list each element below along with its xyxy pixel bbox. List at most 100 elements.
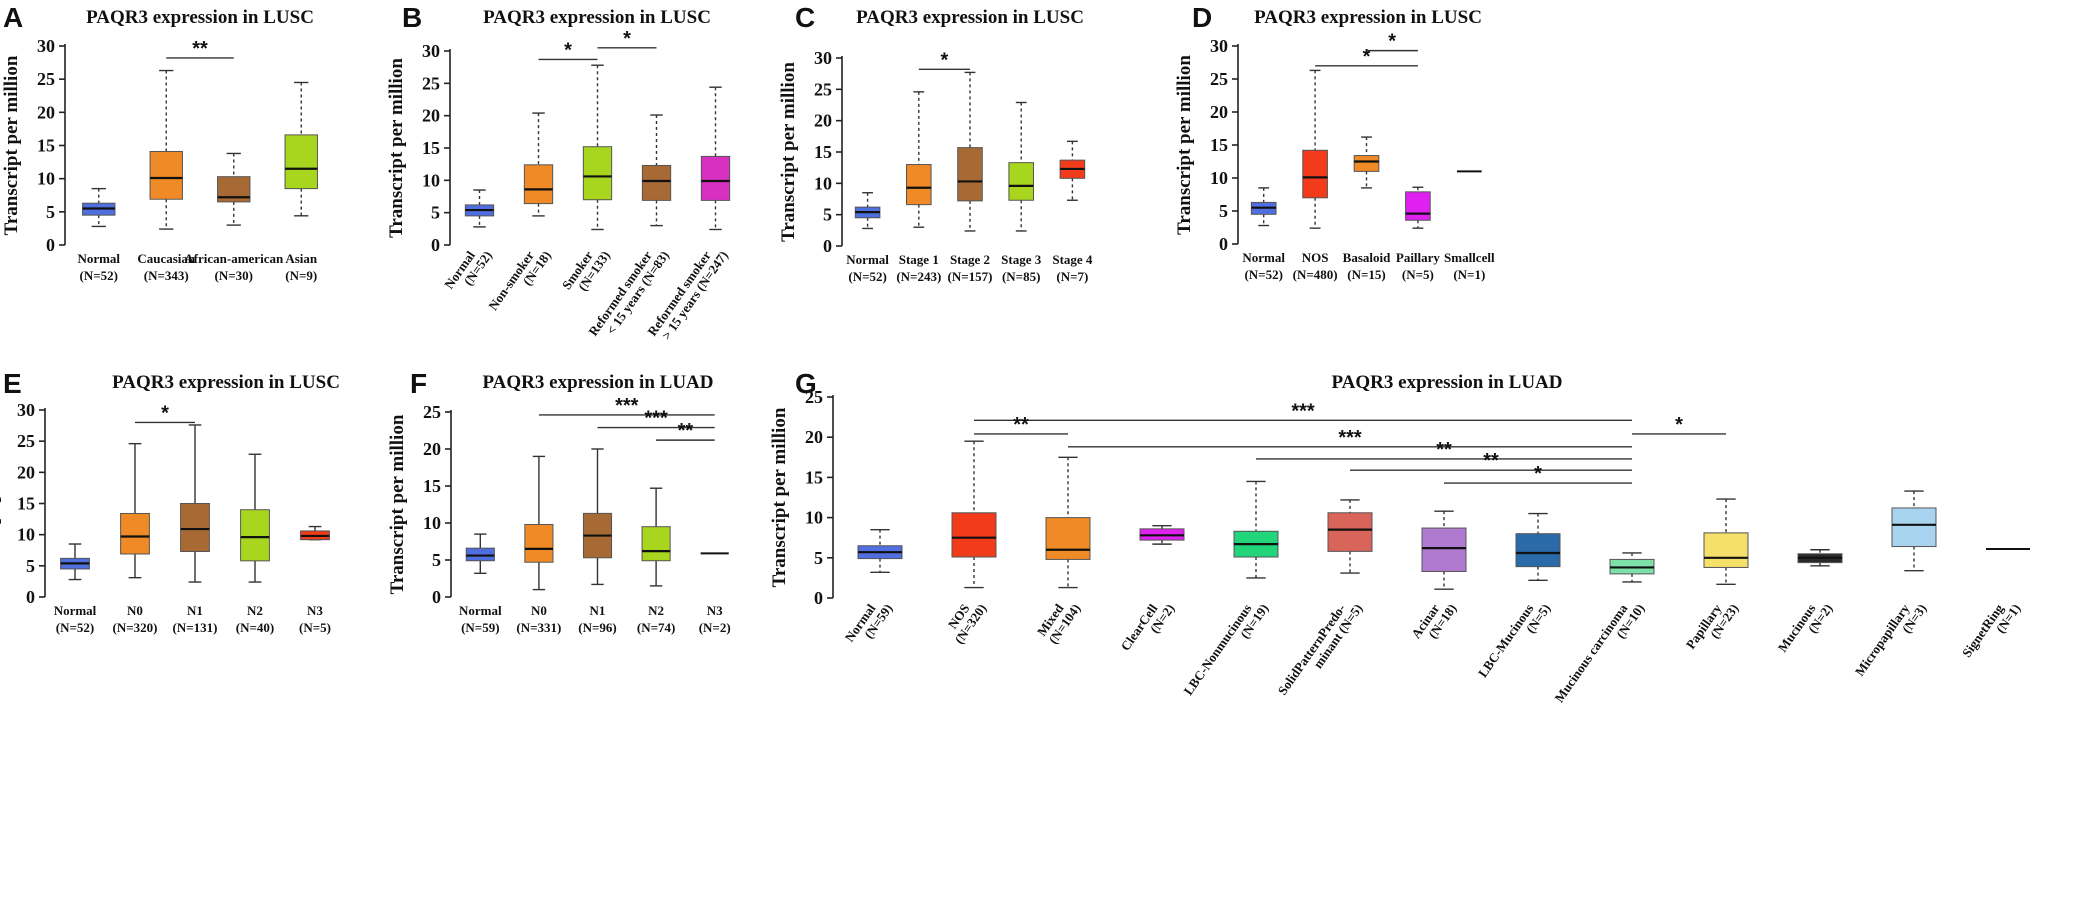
box-iqr: [1703, 532, 1749, 568]
box-n3: [300, 525, 330, 541]
box-mixed: [1045, 456, 1091, 589]
box-stage-2: [957, 71, 983, 232]
y-tick-label: 25: [422, 73, 440, 93]
box-african-american: [217, 152, 251, 226]
y-axis-label: Transcript per million: [387, 414, 408, 594]
x-tick-label: Paillary: [1396, 250, 1441, 265]
significance-label: **: [678, 420, 694, 442]
x-tick-label: Normal: [846, 252, 889, 267]
box-iqr: [1353, 155, 1380, 172]
y-tick-label: 15: [37, 136, 55, 156]
x-tick-label: N0: [127, 603, 143, 618]
panel-d: D PAQR3 expression in LUSC Transcript per …: [1174, 2, 1495, 282]
panel-letter: E: [3, 368, 22, 399]
box-mucinous: [1797, 549, 1843, 567]
x-tick-label: N1: [187, 603, 203, 618]
x-tick-count: (N=1): [1453, 267, 1485, 282]
x-tick-count: (N=480): [1293, 267, 1338, 282]
y-axis-label: Transcript per million: [778, 62, 799, 242]
panel-c: C PAQR3 expression in LUSC Transcript per …: [778, 2, 1093, 284]
box-normal: [465, 533, 495, 575]
box-n1: [582, 448, 613, 586]
y-tick-label: 0: [1219, 234, 1228, 254]
x-tick-label: N2: [648, 603, 664, 618]
x-tick-count: (N=5): [1402, 267, 1434, 282]
x-tick-count: (N=320): [113, 620, 158, 635]
x-tick-count: (N=157): [948, 269, 993, 284]
chart-title: PAQR3 expression in LUSC: [112, 372, 340, 393]
x-tick-count: (N=40): [236, 620, 274, 635]
significance-label: ***: [644, 408, 668, 430]
y-tick-label: 25: [17, 431, 35, 451]
x-tick-label: N3: [707, 603, 723, 618]
box-iqr: [149, 150, 183, 200]
x-tick-label: LBC-Mucinous: [1475, 601, 1537, 680]
box-iqr: [1302, 149, 1328, 199]
box-iqr: [120, 512, 150, 555]
box-acinar: [1421, 510, 1467, 590]
box-iqr: [1405, 191, 1431, 221]
x-tick-label: Normal: [1242, 250, 1285, 265]
y-tick-label: 5: [1219, 201, 1228, 221]
box-iqr: [1327, 512, 1373, 552]
box-caucasian: [149, 69, 183, 230]
box-basaloid: [1353, 136, 1380, 189]
significance-label: ***: [615, 395, 639, 417]
box-non-smoker: [523, 112, 554, 217]
x-tick-label: Stage 3: [1001, 252, 1042, 267]
chart-title: PAQR3 expression in LUAD: [1331, 372, 1562, 393]
y-tick-label: 30: [37, 36, 55, 56]
x-tick-label: N0: [531, 603, 547, 618]
significance-label: ***: [1291, 400, 1315, 422]
x-tick-count: (N=85): [1002, 269, 1040, 284]
y-tick-label: 15: [1210, 135, 1228, 155]
y-tick-label: 20: [814, 111, 832, 131]
box-iqr: [1045, 517, 1091, 560]
y-tick-label: 10: [422, 170, 440, 190]
y-tick-label: 10: [17, 525, 35, 545]
x-tick-count: (N=52): [56, 620, 94, 635]
significance-label: *: [1675, 414, 1683, 436]
y-tick-label: 5: [431, 203, 440, 223]
x-tick-count: (N=331): [516, 620, 561, 635]
x-tick-label: N3: [307, 603, 323, 618]
y-tick-label: 25: [37, 69, 55, 89]
box-iqr: [465, 547, 495, 562]
y-tick-label: 10: [423, 513, 441, 533]
box-reformed-smoker: [641, 114, 672, 227]
panel-letter: D: [1192, 2, 1212, 33]
box-iqr: [641, 526, 671, 562]
box-iqr: [180, 503, 210, 552]
significance-label: *: [1363, 46, 1371, 68]
x-tick-count: (N=9): [285, 268, 317, 283]
box-iqr: [523, 164, 554, 205]
x-tick-label: Basaloid: [1343, 250, 1391, 265]
x-tick-label: Stage 1: [899, 252, 939, 267]
x-tick-label: Smallcell: [1444, 250, 1495, 265]
panel-f: F PAQR3 expression in LUAD Transcript per …: [387, 368, 731, 635]
x-tick-count: (N=2): [699, 620, 731, 635]
x-tick-count: (N=30): [215, 268, 253, 283]
x-tick-label: Caucasian: [137, 251, 196, 266]
y-tick-label: 0: [46, 235, 55, 255]
y-tick-label: 25: [805, 387, 823, 407]
chart-title: PAQR3 expression in LUSC: [1254, 7, 1482, 28]
box-micropapillary: [1891, 490, 1937, 572]
panel-b: B PAQR3 expression in LUSC Transcript per …: [386, 2, 731, 343]
box-n2: [641, 487, 671, 587]
y-tick-label: 5: [814, 548, 823, 568]
box-clearcell: [1139, 524, 1185, 545]
panel-a: A PAQR3 expression in LUSC Transcript per …: [1, 2, 318, 283]
x-tick-count: (N=343): [144, 268, 189, 283]
y-tick-label: 30: [814, 48, 832, 68]
y-tick-label: 5: [823, 205, 832, 225]
box-solidpatternpredo: [1327, 499, 1373, 574]
panel-letter: C: [795, 2, 815, 33]
box-iqr: [641, 164, 672, 201]
significance-label: *: [941, 49, 949, 71]
significance-label: **: [1436, 439, 1452, 461]
y-tick-label: 15: [17, 494, 35, 514]
x-tick-label: Stage 2: [950, 252, 990, 267]
